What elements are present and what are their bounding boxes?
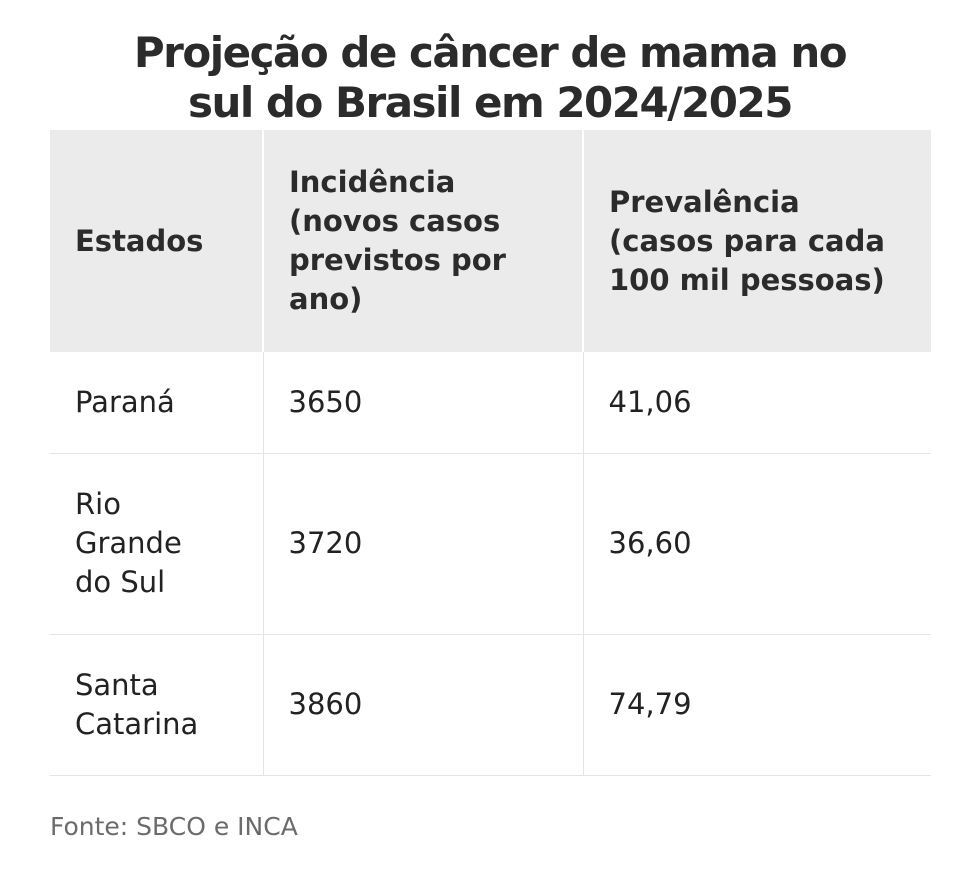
chart-title-line-2: sul do Brasil em 2024/2025 <box>188 78 793 127</box>
column-header-line: 100 mil pessoas) <box>609 262 885 297</box>
column-header-line: ano) <box>289 282 363 316</box>
cell-prevalencia: 41,06 <box>583 352 931 454</box>
cell-incidencia: 3650 <box>263 352 584 454</box>
table-row: Paraná 3650 41,06 <box>50 352 931 454</box>
source-note: Fonte: SBCO e INCA <box>50 812 298 841</box>
data-table: Estados Incidência (novos casos previsto… <box>50 130 931 776</box>
column-header-line: Prevalência <box>609 184 800 219</box>
column-header-estados: Estados <box>50 130 264 352</box>
cell-estado-line: Paraná <box>75 384 175 419</box>
cell-estado-line: Grande <box>75 526 182 560</box>
column-header-line: Estados <box>75 223 204 258</box>
cell-incidencia: 3860 <box>263 634 584 776</box>
chart-title: Projeção de câncer de mama no sul do Bra… <box>0 28 980 128</box>
table-row: Rio Grande do Sul 3720 36,60 <box>50 453 931 635</box>
cell-estado-line: Santa <box>75 667 159 702</box>
cell-estado: Santa Catarina <box>50 634 264 776</box>
column-header-line: previstos por <box>289 243 506 277</box>
cell-prevalencia: 36,60 <box>583 453 931 635</box>
table-header-row: Estados Incidência (novos casos previsto… <box>50 130 931 352</box>
column-header-line: Incidência <box>289 165 456 199</box>
cell-estado: Paraná <box>50 352 264 454</box>
cell-estado-line: Rio <box>75 487 121 521</box>
column-header-line: (novos casos <box>289 204 501 238</box>
cell-prevalencia: 74,79 <box>583 634 931 776</box>
cell-incidencia: 3720 <box>263 453 584 635</box>
chart-title-line-1: Projeção de câncer de mama no <box>133 28 848 77</box>
column-header-line: (casos para cada <box>609 223 885 258</box>
cell-estado-line: Catarina <box>75 706 199 741</box>
cell-estado: Rio Grande do Sul <box>50 453 264 635</box>
cell-estado-line: do Sul <box>75 565 166 599</box>
table-row: Santa Catarina 3860 74,79 <box>50 634 931 776</box>
column-header-incidencia: Incidência (novos casos previstos por an… <box>263 130 584 352</box>
column-header-prevalencia: Prevalência (casos para cada 100 mil pes… <box>583 130 931 352</box>
